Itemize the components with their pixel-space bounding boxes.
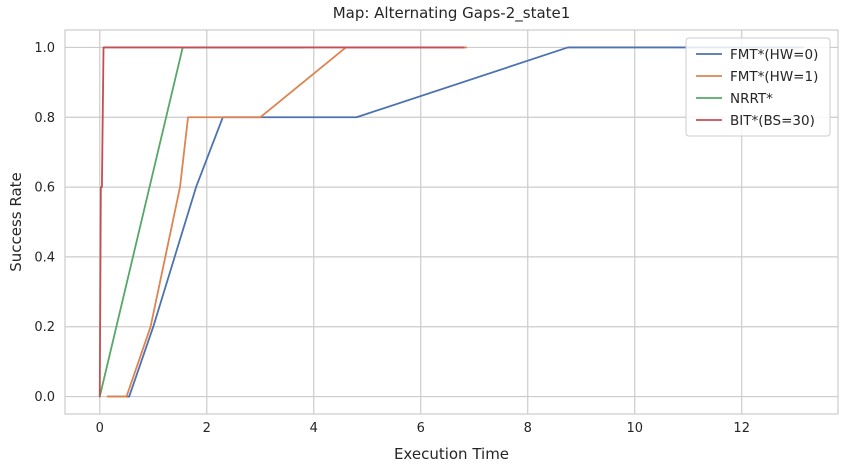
y-tick-label: 0.4 xyxy=(34,250,55,265)
x-tick-label: 12 xyxy=(733,421,750,436)
series-line-4 xyxy=(98,46,465,398)
series-layer xyxy=(98,46,805,398)
y-tick-label: 0.0 xyxy=(34,390,55,405)
x-axis-ticks: 0 2 4 6 8 10 12 xyxy=(96,421,750,436)
series-line-2 xyxy=(106,46,468,398)
x-tick-label: 8 xyxy=(524,421,532,436)
legend-label-3: NRRT* xyxy=(730,91,773,107)
y-tick-label: 1.0 xyxy=(34,41,55,56)
x-tick-label: 4 xyxy=(310,421,318,436)
y-tick-label: 0.8 xyxy=(34,111,55,126)
x-tick-label: 6 xyxy=(417,421,425,436)
legend-box xyxy=(685,37,831,137)
legend-label-1: FMT*(HW=0) xyxy=(730,47,818,63)
legend-label-4: BIT*(BS=30) xyxy=(730,113,815,129)
y-tick-label: 0.6 xyxy=(34,181,55,196)
x-axis-label: Execution Time xyxy=(394,445,509,463)
legend-label-2: FMT*(HW=1) xyxy=(730,69,818,85)
y-axis-label: Success Rate xyxy=(7,172,25,272)
x-tick-label: 10 xyxy=(626,421,643,436)
chart-title: Map: Alternating Gaps-2_state1 xyxy=(333,4,571,23)
legend: FMT*(HW=0) FMT*(HW=1) NRRT* BIT*(BS=30) xyxy=(685,37,831,137)
x-tick-label: 2 xyxy=(203,421,211,436)
y-axis-ticks: 0.0 0.2 0.4 0.6 0.8 1.0 xyxy=(34,41,55,405)
x-tick-label: 0 xyxy=(96,421,104,436)
series-line-1 xyxy=(106,46,805,398)
y-tick-label: 0.2 xyxy=(34,320,55,335)
